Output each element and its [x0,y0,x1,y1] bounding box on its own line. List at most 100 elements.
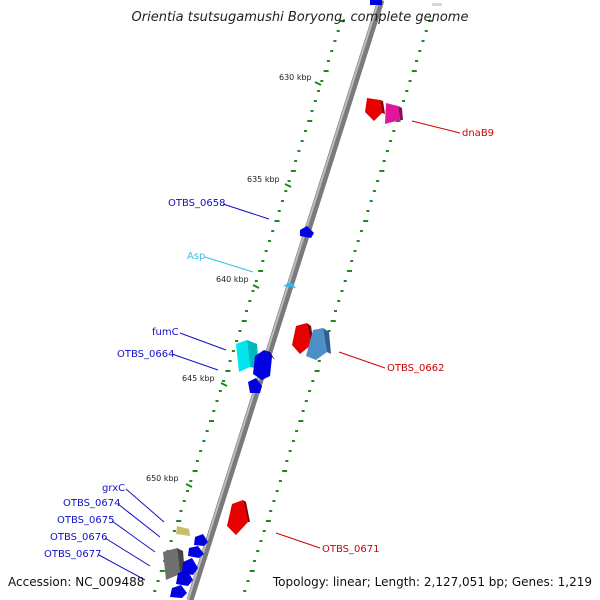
leader-OTBS_0677 [98,554,146,581]
inner-track-dot [153,590,157,592]
outer-track-dot [350,260,354,262]
label-fumC: fumC [152,327,179,338]
label-OTBS_0676: OTBS_0676 [50,532,107,543]
inner-track-dot [248,300,252,302]
outer-track-dot [372,190,376,192]
inner-track-dot [241,320,247,322]
outer-track-dot [346,270,352,272]
gene-OTBS_0671[interactable] [227,500,250,535]
label-OTBS_0675: OTBS_0675 [57,515,114,526]
gene-OTBS_0674[interactable] [194,534,208,546]
inner-track-dot [310,110,314,112]
gene-OTBS_0658[interactable] [300,226,314,238]
inner-track-dot [287,180,291,182]
outer-track-dot [291,440,295,442]
inner-track-dot [222,380,226,382]
outer-track-dot [243,590,247,592]
outer-track-dot [382,160,386,162]
inner-track-dot [290,170,296,172]
leader-dnaB9 [411,120,461,134]
inner-track-dot [258,270,264,272]
leader-OTBS_0676 [104,537,151,567]
outer-track-dot [353,250,357,252]
inner-track-dot [172,530,176,532]
outer-track-dot [392,130,396,132]
inner-track-dot [277,210,281,212]
inner-track-dot [307,120,313,122]
chromosome-backbone-highlight [187,0,380,600]
tick-mark-650 [185,483,193,488]
outer-track-dot [295,430,299,432]
inner-track-dot [264,250,268,252]
gene-OTBS_0664-large[interactable] [253,350,275,380]
inner-track-dot [156,580,160,582]
tick-mark-640 [252,284,260,289]
outer-track-dot [411,70,417,72]
inner-track-dot [336,30,340,32]
inner-track-dot [274,220,280,222]
leader-OTBS_0675 [111,520,156,553]
outer-track-dot [327,330,331,332]
inner-track-dot [159,570,165,572]
inner-track-dot [231,350,235,352]
inner-track-dot [225,370,231,372]
inner-track-dot [300,140,304,142]
inner-dotted-track [153,20,345,592]
inner-track-dot [303,130,307,132]
inner-track-dot [169,540,173,542]
inner-track-dot [186,490,190,492]
outer-track-dot [317,360,321,362]
outer-track-dot [402,100,406,102]
inner-track-dot [205,430,209,432]
gene-magenta-feature[interactable] [385,103,403,124]
label-Asp: Asp [187,251,205,262]
gene-grxC[interactable] [176,526,190,536]
outer-track-dot [421,40,425,42]
top-gene-blue[interactable] [370,0,382,5]
tick-mark-635 [284,183,292,188]
outer-track-dot [408,80,412,82]
tick-mark-645 [220,382,228,387]
inner-track-dot [215,400,219,402]
gene-OTBS_0675[interactable] [188,546,204,558]
label-OTBS_0662: OTBS_0662 [387,363,444,374]
inner-track-dot [284,190,288,192]
inner-track-dot [238,330,242,332]
outer-track-dot [298,420,304,422]
gene-dnaB9[interactable] [365,98,385,121]
chromosome-backbone [186,0,385,600]
outer-track-dot [282,470,288,472]
inner-track-dot [297,150,301,152]
gene-steelblue-feature[interactable] [306,328,331,360]
top-gene-gray[interactable] [432,3,442,6]
inner-track-dot [317,90,321,92]
inner-track-dot [330,50,334,52]
outer-track-dot [259,540,263,542]
outer-track-dot [262,530,266,532]
gene-Asp[interactable] [283,282,296,288]
label-dnaB9: dnaB9 [462,128,494,139]
inner-track-dot [340,20,345,22]
inner-track-dot [195,460,199,462]
inner-track-dot [228,360,232,362]
leader-Asp [204,256,254,273]
tick-mark-630 [314,81,322,86]
outer-track-dot [369,200,373,202]
gene-OTBS_0664[interactable] [248,378,262,393]
leader-fumC [179,332,227,351]
outer-track-dot [376,180,380,182]
outer-track-dot [275,490,279,492]
inner-track-dot [261,260,265,262]
inner-track-dot [333,40,337,42]
leader-OTBS_0671 [275,532,321,549]
outer-dotted-track [243,20,433,592]
leader-OTBS_0664 [171,353,219,371]
outer-track-dot [415,60,419,62]
gene-OTBS_0677[interactable] [176,570,193,586]
outer-track-dot [252,560,256,562]
outer-track-dot [389,140,393,142]
inner-track-dot [192,470,198,472]
gene-bottom-blue[interactable] [170,585,187,598]
